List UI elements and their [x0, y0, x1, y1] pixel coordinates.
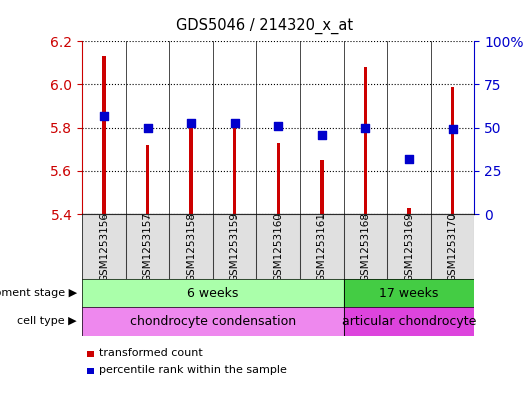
Point — [143, 125, 152, 131]
Point — [361, 125, 369, 131]
Text: transformed count: transformed count — [99, 347, 203, 358]
Bar — [82, 214, 126, 279]
Bar — [431, 214, 474, 279]
Text: GSM1253157: GSM1253157 — [143, 211, 153, 282]
Bar — [169, 214, 213, 279]
Text: articular chondrocyte: articular chondrocyte — [342, 315, 476, 328]
Text: development stage ▶: development stage ▶ — [0, 288, 77, 298]
Bar — [451, 86, 454, 214]
Text: GDS5046 / 214320_x_at: GDS5046 / 214320_x_at — [176, 18, 354, 34]
Text: GSM1253168: GSM1253168 — [360, 211, 370, 282]
Bar — [189, 123, 193, 214]
Text: percentile rank within the sample: percentile rank within the sample — [99, 365, 287, 375]
Point — [448, 126, 457, 132]
Bar — [82, 279, 343, 307]
Text: chondrocyte condensation: chondrocyte condensation — [130, 315, 296, 328]
Text: GSM1253159: GSM1253159 — [229, 211, 240, 282]
Text: GSM1253156: GSM1253156 — [99, 211, 109, 282]
Point — [274, 123, 282, 129]
Point — [100, 112, 108, 119]
Bar — [320, 160, 324, 214]
Bar — [213, 214, 257, 279]
Point — [187, 119, 196, 126]
Text: GSM1253170: GSM1253170 — [447, 212, 457, 281]
Bar — [343, 279, 474, 307]
Text: GSM1253160: GSM1253160 — [273, 212, 283, 281]
Bar — [126, 214, 169, 279]
Text: GSM1253158: GSM1253158 — [186, 211, 196, 282]
Bar — [364, 67, 367, 214]
Bar — [82, 307, 343, 336]
Text: 6 weeks: 6 weeks — [187, 286, 239, 300]
Bar — [300, 214, 343, 279]
Text: 17 weeks: 17 weeks — [379, 286, 439, 300]
Text: cell type ▶: cell type ▶ — [17, 316, 77, 327]
Bar — [146, 145, 149, 214]
Point — [231, 119, 239, 126]
Bar — [233, 126, 236, 214]
Point — [405, 156, 413, 162]
Bar — [407, 208, 411, 214]
Bar — [102, 56, 105, 214]
Bar — [257, 214, 300, 279]
Text: GSM1253169: GSM1253169 — [404, 211, 414, 282]
Point — [317, 132, 326, 138]
Bar — [343, 214, 387, 279]
Text: GSM1253161: GSM1253161 — [317, 211, 327, 282]
Bar — [343, 307, 474, 336]
Bar — [277, 143, 280, 214]
Bar — [387, 214, 431, 279]
